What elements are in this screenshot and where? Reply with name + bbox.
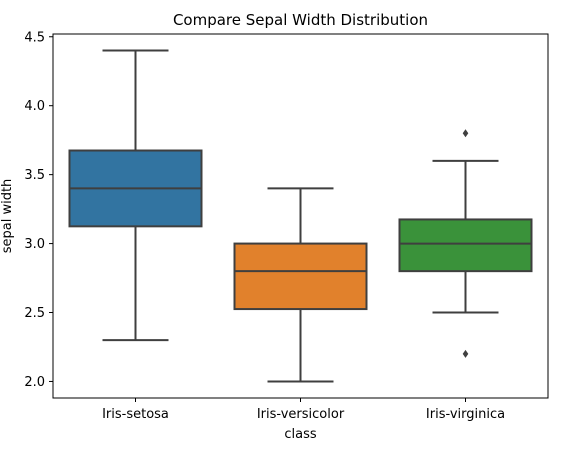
x-tick-label: Iris-virginica: [426, 407, 505, 422]
plot-area: [68, 49, 533, 383]
outlier-point: [462, 349, 469, 358]
x-axis: Iris-setosa Iris-versicolor Iris-virginica: [102, 398, 505, 422]
y-axis: 2.0 2.5 3.0 3.5 4.0 4.5: [24, 30, 53, 390]
y-tick-label: 2.0: [24, 375, 45, 390]
y-tick-label: 2.5: [24, 306, 45, 321]
x-tick-label: Iris-setosa: [102, 407, 169, 422]
y-tick-label: 3.5: [24, 168, 45, 183]
y-axis-label: sepal width: [0, 179, 15, 254]
chart-title: Compare Sepal Width Distribution: [173, 11, 428, 29]
box-iris-setosa: [68, 49, 203, 342]
x-tick-label: Iris-versicolor: [257, 407, 345, 422]
outlier-point: [462, 129, 469, 138]
box-iris-virginica: [398, 129, 533, 358]
x-axis-label: class: [284, 427, 316, 442]
box-iris-versicolor: [233, 187, 368, 383]
y-tick-label: 3.0: [24, 237, 45, 252]
y-tick-label: 4.5: [24, 30, 45, 45]
iqr-box: [398, 218, 533, 273]
iqr-box: [233, 242, 368, 311]
y-tick-label: 4.0: [24, 99, 45, 114]
